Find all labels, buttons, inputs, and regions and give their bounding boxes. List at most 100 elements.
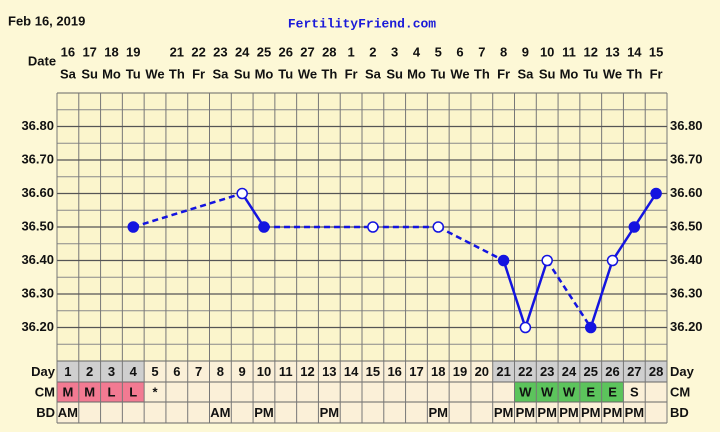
bd-cell (187, 402, 210, 423)
bd-cell (645, 402, 667, 423)
cm-value: W (519, 384, 532, 399)
day-number: 9 (239, 364, 246, 379)
day-cell (253, 361, 275, 382)
bd-value: PM (254, 405, 274, 420)
day-number: 11 (279, 364, 293, 379)
temp-segment (524, 260, 549, 328)
row-label-right: BD (670, 405, 689, 420)
cm-cell (405, 382, 428, 402)
weekday-label: Mo (560, 66, 579, 81)
temp-segment (611, 226, 636, 262)
bd-cell (122, 402, 145, 423)
day-number: 13 (322, 364, 336, 379)
y-tick-label: 36.60 (21, 185, 54, 200)
temp-segment (241, 192, 266, 228)
chart-date: Feb 16, 2019 (8, 13, 85, 28)
cm-value: E (586, 384, 595, 399)
bd-cell (536, 402, 559, 423)
day-number: 5 (151, 364, 158, 379)
day-cell (231, 361, 254, 382)
weekday-label: Su (81, 66, 98, 81)
date-label: 10 (540, 44, 554, 59)
date-label: 12 (584, 44, 598, 59)
cm-cell (122, 382, 145, 402)
weekday-label: Su (539, 66, 556, 81)
cm-value: * (153, 384, 159, 399)
cm-cell (601, 382, 624, 402)
weekday-label: We (603, 66, 622, 81)
temp-point (127, 221, 139, 233)
y-tick-label-right: 36.60 (670, 185, 703, 200)
date-label: 19 (126, 44, 140, 59)
weekday-label: Fr (650, 66, 663, 81)
cm-cell (253, 382, 275, 402)
day-number: 25 (584, 364, 598, 379)
y-tick-label: 36.40 (21, 252, 54, 267)
weekday-label: Mo (255, 66, 274, 81)
cm-cell (536, 382, 559, 402)
bd-cell (601, 402, 624, 423)
date-label: 21 (170, 44, 184, 59)
date-label: 14 (627, 44, 642, 59)
weekday-label: We (298, 66, 317, 81)
weekday-label: Mo (407, 66, 426, 81)
bd-cell (492, 402, 515, 423)
date-label: 25 (257, 44, 271, 59)
bd-cell (449, 402, 471, 423)
bd-cell (362, 402, 384, 423)
date-label: 8 (500, 44, 507, 59)
bd-cell (209, 402, 232, 423)
cm-value: M (62, 384, 73, 399)
bd-cell (144, 402, 166, 423)
weekday-label: Tu (583, 66, 598, 81)
day-cell (318, 361, 341, 382)
weekday-label: Fr (345, 66, 358, 81)
day-number: 17 (409, 364, 423, 379)
date-label: 28 (322, 44, 336, 59)
day-cell (645, 361, 667, 382)
date-label: 1 (347, 44, 354, 59)
date-label: 9 (522, 44, 529, 59)
y-tick-label: 36.70 (21, 151, 54, 166)
day-number: 8 (217, 364, 224, 379)
weekday-label: Tu (278, 66, 293, 81)
date-label: 4 (413, 44, 421, 59)
day-cell (470, 361, 493, 382)
cm-cell (165, 382, 188, 402)
bd-cell (514, 402, 537, 423)
day-cell (144, 361, 166, 382)
weekday-label: Th (626, 66, 642, 81)
weekday-label: Sa (365, 66, 382, 81)
cm-cell (231, 382, 254, 402)
day-number: 6 (173, 364, 180, 379)
day-number: 2 (86, 364, 93, 379)
cm-cell (427, 382, 450, 402)
cm-cell (100, 382, 123, 402)
weekday-label: Mo (102, 66, 121, 81)
temp-point (650, 187, 662, 200)
cm-cell (558, 382, 580, 402)
y-tick-label-right: 36.70 (670, 151, 703, 166)
y-tick-label-right: 36.40 (670, 252, 703, 267)
weekday-label: Th (474, 66, 490, 81)
date-label: 18 (104, 44, 118, 59)
day-number: 26 (605, 364, 619, 379)
cm-cell (187, 382, 210, 402)
row-label-right: CM (670, 384, 690, 399)
day-cell (558, 361, 580, 382)
y-tick-label: 36.50 (21, 218, 54, 233)
weekday-label: Th (169, 66, 185, 81)
cm-cell (645, 382, 667, 402)
day-number: 22 (518, 364, 532, 379)
cm-cell (318, 382, 341, 402)
bd-cell (405, 402, 428, 423)
cm-value: L (129, 384, 137, 399)
bd-cell (318, 402, 341, 423)
bd-cell (296, 402, 319, 423)
day-number: 19 (453, 364, 467, 379)
temp-point (258, 221, 270, 233)
day-cell (514, 361, 537, 382)
weekday-label: Sa (212, 66, 229, 81)
weekday-label: We (450, 66, 469, 81)
day-number: 23 (540, 364, 554, 379)
